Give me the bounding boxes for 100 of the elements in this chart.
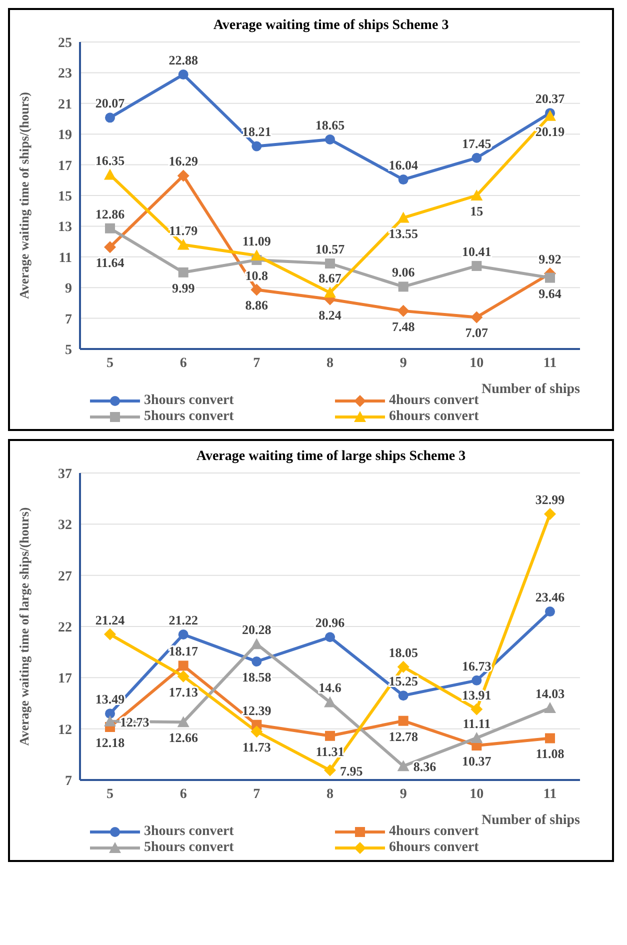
- y-tick-label: 25: [58, 36, 72, 51]
- point: [397, 760, 410, 772]
- point: [104, 628, 116, 640]
- legend-label: 4hours convert: [389, 824, 479, 840]
- legend-label: 3hours convert: [144, 824, 234, 840]
- y-tick-label: 23: [58, 66, 72, 82]
- y-tick-label: 17: [58, 158, 72, 174]
- y-tick-label: 13: [58, 220, 72, 236]
- y-tick-label: 12: [58, 722, 72, 738]
- data-label: 9.92: [538, 251, 562, 266]
- legend-label: 5hours convert: [144, 840, 234, 856]
- point: [178, 629, 188, 640]
- data-label: 18.65: [315, 117, 346, 132]
- x-tick-label: 10: [470, 356, 484, 371]
- data-label: 20.37: [535, 91, 566, 106]
- data-label: 9.64: [538, 286, 562, 301]
- data-label: 14.03: [535, 686, 566, 702]
- y-axis-title: Average waiting time of large ships/(hours): [16, 507, 32, 746]
- point: [250, 250, 263, 261]
- data-label: 16.29: [168, 154, 198, 169]
- point: [324, 764, 336, 776]
- x-tick-label: 6: [180, 356, 187, 371]
- point: [177, 238, 190, 250]
- x-tick-label: 8: [326, 356, 334, 371]
- point: [470, 311, 483, 324]
- point: [104, 715, 116, 726]
- y-tick-label: 22: [58, 620, 72, 636]
- point: [398, 690, 408, 701]
- y-tick-label: 17: [58, 672, 72, 687]
- x-tick-label: 8: [326, 786, 334, 802]
- point: [177, 716, 190, 728]
- legend-label: 6hours convert: [389, 409, 479, 425]
- point: [325, 632, 335, 642]
- point: [252, 656, 262, 666]
- legend-label: 5hours convert: [144, 409, 234, 425]
- data-label: 32.99: [535, 492, 566, 508]
- x-tick-label: 5: [106, 356, 114, 371]
- data-label: 7.07: [465, 325, 489, 340]
- x-tick-label: 6: [180, 786, 187, 802]
- data-label: 13.55: [388, 226, 418, 241]
- x-axis-title: Number of ships: [481, 813, 581, 828]
- y-tick-label: 7: [65, 312, 72, 328]
- point: [104, 168, 116, 180]
- point: [324, 286, 336, 298]
- data-label: 10.57: [315, 242, 346, 256]
- data-label: 20.07: [95, 96, 126, 111]
- point: [104, 241, 116, 254]
- chart-title: Average waiting time of large ships Scheme 3: [195, 448, 467, 465]
- y-tick-label: 9: [65, 282, 72, 297]
- data-label: 20.19: [535, 124, 566, 139]
- data-label: 8.36: [413, 759, 437, 774]
- point: [178, 70, 188, 80]
- data-label: 9.06: [392, 264, 416, 280]
- y-tick-label: 21: [58, 97, 72, 112]
- y-tick-label: 15: [58, 189, 72, 204]
- y-tick-label: 32: [58, 518, 72, 534]
- y-tick-label: 7: [65, 774, 72, 789]
- data-label: 12.66: [168, 730, 198, 746]
- data-label: 18.58: [242, 670, 272, 684]
- data-label: 11.73: [242, 740, 272, 755]
- point: [178, 660, 188, 671]
- data-label: 16.73: [462, 658, 492, 674]
- y-tick-label: 5: [65, 342, 72, 358]
- data-label: 11.64: [96, 255, 125, 270]
- data-label: 16.35: [95, 152, 126, 168]
- data-label: 23.46: [535, 590, 566, 605]
- data-label: 12.18: [95, 734, 126, 750]
- data-label: 18.21: [242, 124, 272, 140]
- point: [252, 141, 262, 152]
- point: [105, 223, 115, 234]
- point: [177, 170, 190, 182]
- y-tick-label: 19: [58, 128, 72, 144]
- data-label: 9.99: [172, 280, 196, 296]
- data-label: 21.22: [168, 612, 198, 628]
- x-tick-label: 10: [470, 786, 484, 802]
- data-label: 14.6: [318, 680, 342, 696]
- point: [545, 272, 555, 283]
- data-label: 10.41: [462, 244, 492, 259]
- data-label: 7.95: [340, 763, 364, 778]
- point: [544, 110, 556, 121]
- data-label: 20.96: [315, 615, 346, 630]
- data-label: 17.13: [168, 684, 198, 700]
- point: [178, 267, 188, 278]
- point: [470, 703, 483, 716]
- point: [325, 730, 335, 741]
- data-label: 7.48: [392, 318, 416, 334]
- point: [398, 282, 408, 292]
- x-tick-label: 5: [106, 786, 114, 802]
- point: [398, 174, 408, 185]
- data-label: 15: [470, 204, 484, 218]
- data-label: 12.73: [120, 714, 150, 730]
- data-label: 10.37: [462, 754, 492, 769]
- point: [397, 304, 410, 317]
- data-label: 18.17: [168, 644, 198, 659]
- data-label: 22.88: [168, 52, 198, 68]
- x-axis-title: Number of ships: [481, 382, 581, 397]
- data-label: 11.79: [169, 222, 198, 238]
- point: [544, 508, 556, 520]
- data-label: 11.09: [242, 234, 272, 249]
- legend-label: 3hours convert: [144, 393, 234, 409]
